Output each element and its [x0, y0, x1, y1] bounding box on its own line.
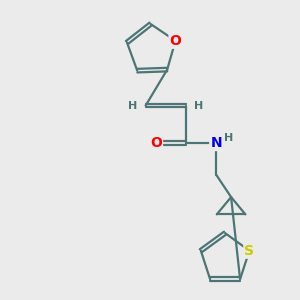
Text: H: H — [194, 100, 203, 111]
Text: S: S — [244, 244, 254, 258]
Text: O: O — [150, 136, 162, 150]
Text: O: O — [169, 34, 181, 48]
Text: H: H — [128, 100, 138, 111]
Text: H: H — [224, 133, 233, 143]
Text: N: N — [210, 136, 222, 150]
